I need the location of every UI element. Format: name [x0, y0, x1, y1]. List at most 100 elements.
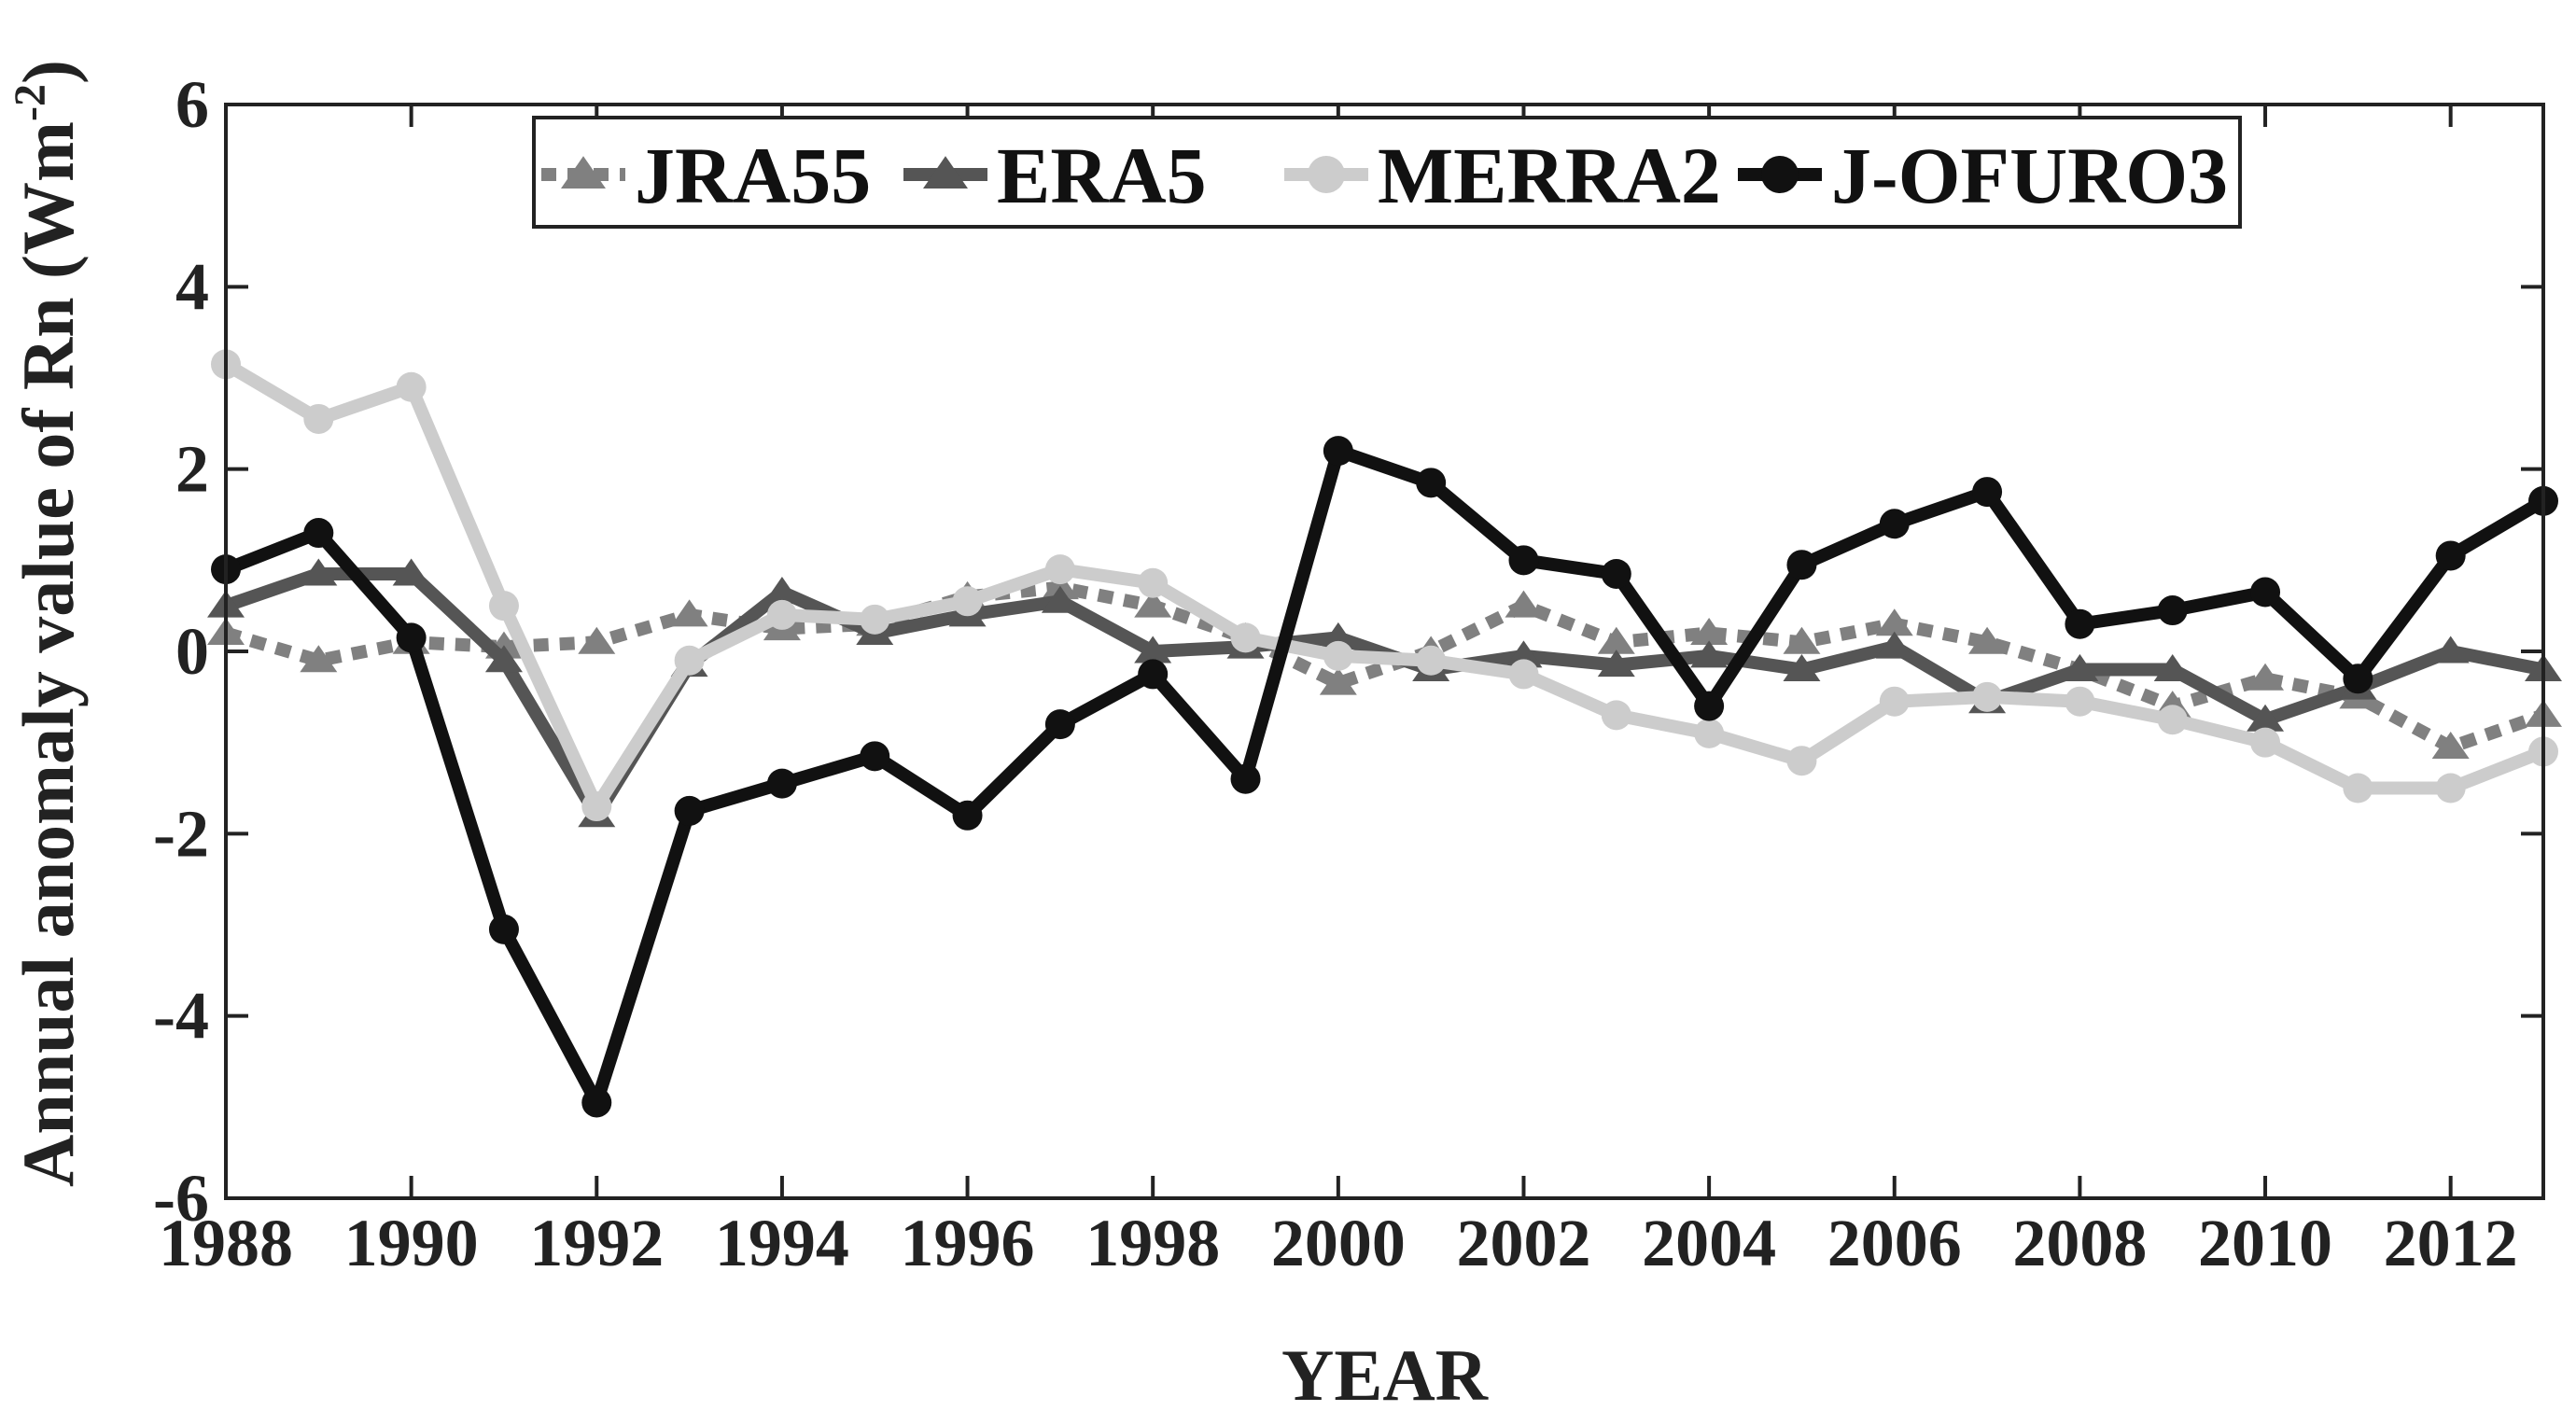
data-point	[2250, 727, 2281, 758]
series-layer	[207, 349, 2562, 1118]
data-point	[2247, 704, 2285, 732]
data-point	[2435, 540, 2466, 571]
data-point	[670, 599, 708, 627]
data-point	[1319, 667, 1357, 695]
data-point	[2431, 636, 2470, 664]
data-point	[1230, 763, 1261, 794]
data-point	[1597, 650, 1635, 678]
data-point	[1601, 700, 1631, 731]
legend-swatch-marker	[1761, 156, 1799, 193]
y-axis-title-superscript: -2	[6, 84, 55, 121]
data-point	[674, 795, 705, 826]
x-tick-label: 2004	[1642, 1206, 1776, 1280]
data-point	[1786, 550, 1817, 580]
y-tick-label: -4	[153, 979, 209, 1054]
data-point	[2343, 773, 2373, 803]
data-point	[2153, 654, 2191, 682]
series-line	[224, 580, 2546, 754]
data-point	[1416, 645, 1447, 676]
data-point	[300, 645, 338, 673]
data-point	[1786, 746, 1817, 776]
data-point	[674, 645, 705, 676]
x-tick-label: 1996	[901, 1206, 1035, 1280]
data-point	[488, 914, 519, 944]
data-point	[952, 586, 983, 617]
data-point	[2061, 654, 2099, 682]
data-point	[1694, 691, 1725, 721]
legend-item: MERRA2	[1284, 131, 1721, 220]
data-point	[1041, 572, 1079, 600]
legend-item: ERA5	[903, 131, 1207, 220]
series-merra2	[211, 349, 2558, 822]
data-point	[581, 791, 612, 822]
data-point	[1879, 686, 1910, 717]
y-tick-label: -6	[153, 1161, 209, 1236]
data-point	[2065, 608, 2095, 639]
data-point	[1138, 659, 1169, 690]
data-point	[766, 599, 797, 630]
data-point	[578, 626, 616, 654]
data-point	[1416, 468, 1447, 498]
data-point	[1508, 545, 1539, 576]
legend-swatch-marker	[1308, 156, 1345, 193]
data-point	[860, 741, 890, 772]
data-point	[1044, 709, 1075, 740]
y-axis-title-close: )	[7, 60, 89, 84]
y-tick-label: 4	[175, 249, 209, 324]
data-point	[766, 768, 797, 799]
data-point	[1323, 640, 1353, 671]
x-tick-label: 1988	[159, 1206, 293, 1280]
data-point	[763, 577, 801, 605]
y-tick-label: 0	[175, 614, 209, 689]
legend-label: ERA5	[997, 131, 1207, 220]
y-tick-label: -2	[153, 796, 209, 871]
data-point	[2157, 595, 2188, 626]
data-point	[396, 622, 427, 653]
data-point	[2343, 664, 2373, 694]
data-point	[952, 800, 983, 831]
y-tick-label: 6	[175, 67, 209, 142]
data-point	[2157, 705, 2188, 735]
data-point	[1968, 626, 2007, 654]
data-point	[1508, 659, 1539, 690]
data-point	[1323, 436, 1353, 467]
x-tick-label: 2006	[1827, 1206, 1962, 1280]
data-point	[1601, 558, 1631, 589]
series-line	[223, 444, 2547, 1110]
y-tick-label: 2	[175, 432, 209, 507]
legend-item: JRA55	[541, 131, 871, 220]
data-point	[1138, 567, 1169, 598]
y-axis-title: Annual anomaly value of Rn (Wm-2)	[6, 60, 89, 1187]
data-point	[303, 403, 334, 434]
tick-labels: 1988 1990 1992 1994 1996 1998 2000 2002 2004 2006…	[153, 67, 2518, 1280]
axis-ticks	[224, 103, 2543, 1200]
x-axis-title: YEAR	[1281, 1334, 1490, 1416]
data-point	[1134, 590, 1172, 618]
legend-swatch-marker	[561, 156, 606, 189]
legend-label: JRA55	[635, 131, 871, 220]
data-point	[1875, 608, 1913, 636]
data-point	[2250, 577, 2281, 608]
x-tick-label: 2010	[2198, 1206, 2332, 1280]
series-line	[222, 358, 2546, 814]
x-tick-label: 2002	[1456, 1206, 1590, 1280]
legend-swatch-marker	[923, 156, 968, 189]
data-point	[1044, 554, 1075, 585]
data-point	[2435, 773, 2466, 803]
y-axis-title-main: Annual anomaly value of Rn (Wm	[7, 121, 89, 1187]
data-point	[1505, 640, 1543, 668]
x-tick-label: 1992	[529, 1206, 664, 1280]
data-point	[581, 1087, 612, 1118]
data-point	[484, 645, 523, 673]
data-point	[1690, 640, 1729, 668]
data-point	[2431, 732, 2470, 760]
data-point	[1972, 681, 2003, 712]
data-point	[1230, 622, 1261, 653]
data-point	[1972, 477, 2003, 508]
data-point	[300, 558, 338, 586]
data-point	[1597, 626, 1635, 654]
data-point	[2247, 663, 2285, 691]
legend-label: J-OFURO3	[1831, 131, 2228, 220]
legend-label: MERRA2	[1378, 131, 1721, 220]
data-point	[1694, 718, 1725, 748]
